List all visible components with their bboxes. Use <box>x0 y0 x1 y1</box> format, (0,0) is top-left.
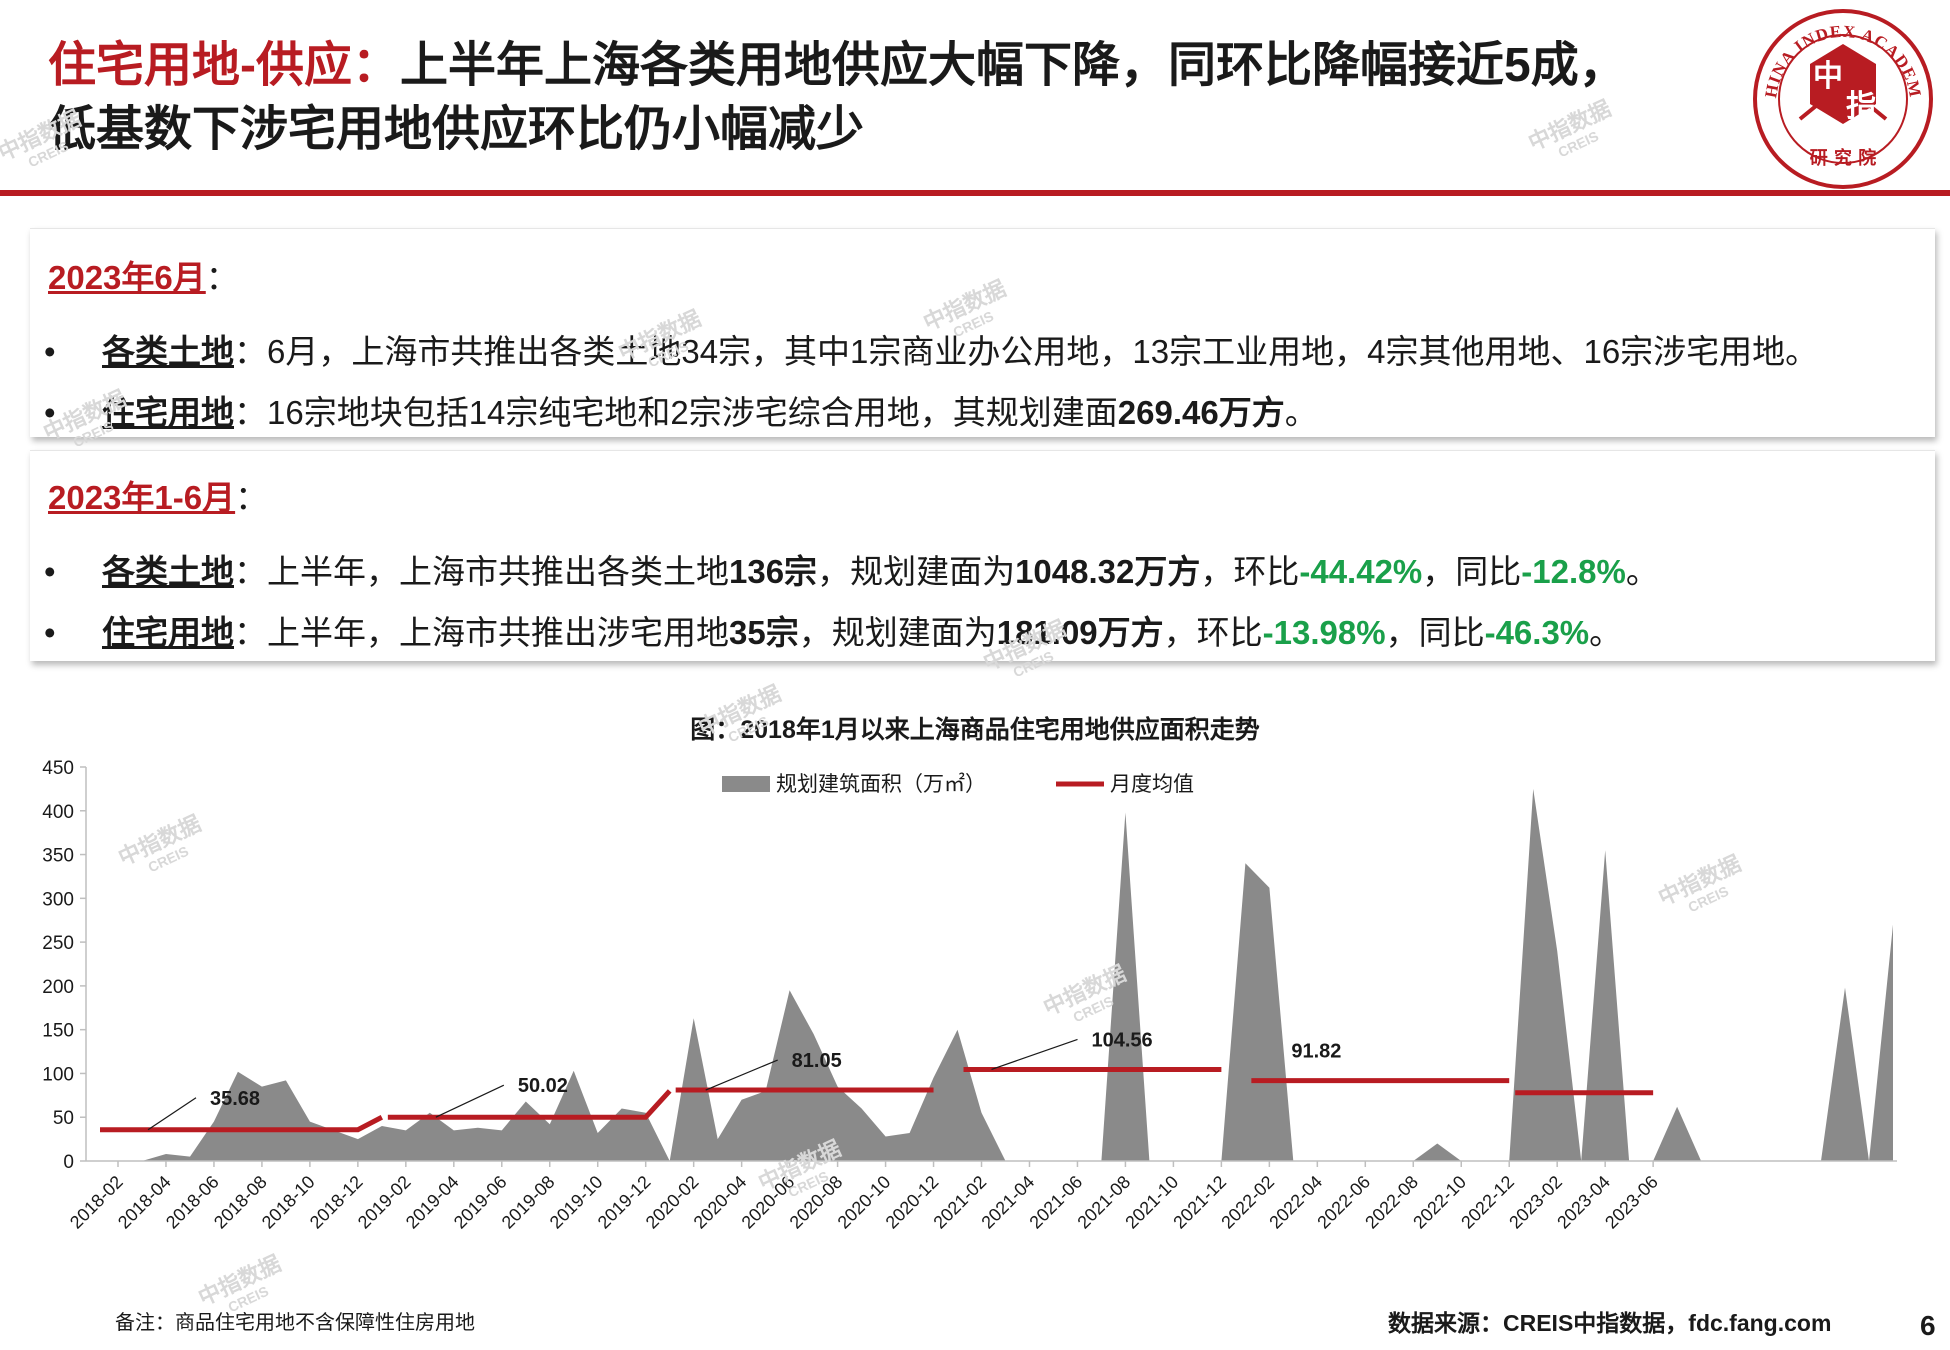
footnote: 备注：商品住宅用地不含保障性住房用地 <box>115 1312 475 1334</box>
data-source: 数据来源：CREIS中指数据，fdc.fang.com <box>1388 1310 1832 1336</box>
bullet-dot: • <box>44 553 56 590</box>
y-tick-label: 300 <box>42 889 74 910</box>
mean-line-segment <box>100 1115 384 1133</box>
y-tick-label: 0 <box>63 1152 74 1173</box>
mom-change: -44.42% <box>1299 553 1423 590</box>
logo-char-zhi: 指 <box>1846 89 1876 124</box>
panel-h1-2023: 2023年1-6月： • 各类土地：上半年，上海市共推出各类土地136宗，规划建面… <box>30 450 1935 661</box>
bullet-bold: 136宗 <box>729 553 818 590</box>
bullet-text: ：上半年，上海市共推出各类土地 <box>234 553 729 590</box>
chart-title: 图：2018年1月以来上海商品住宅用地供应面积走势 <box>690 716 1260 744</box>
bullet-label: 住宅用地 <box>102 394 234 431</box>
watermark: 中指数据 CREIS <box>0 106 92 181</box>
bullet-text: ：上半年，上海市共推出涉宅用地 <box>234 614 729 651</box>
bullet-h1-residential: • 住宅用地：上半年，上海市共推出涉宅用地35宗，规划建面为181.09万方，环比… <box>44 606 1622 654</box>
logo-bottom-text: 研 究 院 <box>1810 147 1877 169</box>
mean-value-label: 104.56 <box>1092 1029 1153 1051</box>
bullet-label: 各类土地 <box>102 553 234 590</box>
bullet-june-all-land: • 各类土地：6月，上海市共推出各类土地34宗，其中1宗商业办公用地，13宗工业用… <box>44 325 1818 373</box>
panel-june-heading: 2023年6月： <box>48 251 239 299</box>
mean-value-label: 35.68 <box>210 1088 260 1110</box>
mean-label-leader <box>147 1097 197 1131</box>
china-index-academy-logo: CHINA INDEX ACADEMY 中 指 研 究 院 <box>1748 4 1933 189</box>
logo-char-zhong: 中 <box>1813 59 1843 94</box>
title-line2: 低基数下涉宅用地供应环比仍小幅减少 <box>48 103 865 156</box>
bullet-text: 。 <box>1625 553 1659 590</box>
x-tick-label: 2023-06 <box>1601 1172 1662 1233</box>
bullet-label: 住宅用地 <box>102 614 234 651</box>
mean-value-label: 50.02 <box>518 1075 568 1097</box>
panel-june-heading-colon: ： <box>205 259 239 296</box>
bullet-text: 。 <box>1589 614 1623 651</box>
bullet-text: ：16宗地块包括14宗纯宅地和2宗涉宅综合用地，其规划建面 <box>234 394 1118 431</box>
bullet-bold: 1048.32万方 <box>1015 553 1201 590</box>
mean-label-leader <box>705 1059 778 1091</box>
y-tick-label: 250 <box>42 933 74 954</box>
y-tick-label: 450 <box>42 758 74 779</box>
bullet-text: ，同比 <box>1422 553 1522 590</box>
panel-june-2023: 2023年6月： • 各类土地：6月，上海市共推出各类土地34宗，其中1宗商业办公… <box>30 228 1935 437</box>
bullet-dot: • <box>44 333 56 370</box>
panel-h1-heading-text: 2023年1-6月 <box>48 479 236 516</box>
y-tick-label: 400 <box>42 802 74 823</box>
bullet-june-residential: • 住宅用地：16宗地块包括14宗纯宅地和2宗涉宅综合用地，其规划建面269.46… <box>44 386 1318 434</box>
y-tick-label: 150 <box>42 1021 74 1042</box>
y-tick-label: 50 <box>53 1108 74 1129</box>
mean-label-leader <box>991 1038 1078 1071</box>
bullet-tail: 。 <box>1284 394 1318 431</box>
bullet-text: ，规划建面为 <box>817 553 1016 590</box>
title-rest: 上半年上海各类用地供应大幅下降，同环比降幅接近5成， <box>400 39 1627 92</box>
panel-h1-heading: 2023年1-6月： <box>48 471 268 519</box>
bullet-bold: 181.09万方 <box>996 614 1164 651</box>
bullet-text: ，规划建面为 <box>798 614 997 651</box>
area-series-fill <box>118 788 1893 1161</box>
title-highlight: 住宅用地-供应： <box>48 39 400 92</box>
header-divider <box>0 190 1950 196</box>
page-title: 住宅用地-供应：上半年上海各类用地供应大幅下降，同环比降幅接近5成， 低基数下涉… <box>48 34 1688 162</box>
legend-area-label: 规划建筑面积（万㎡） <box>776 772 986 796</box>
mean-line-segment <box>387 1089 672 1120</box>
yoy-change: -12.8% <box>1521 553 1626 590</box>
bullet-dot: • <box>44 614 56 651</box>
mean-value-label: 81.05 <box>792 1050 842 1072</box>
y-tick-label: 350 <box>42 846 74 867</box>
panel-june-heading-text: 2023年6月 <box>48 259 206 296</box>
mom-change: -13.98% <box>1262 614 1386 651</box>
y-tick-label: 200 <box>42 977 74 998</box>
supply-area-chart: 0501001502002503003504004502018-022018-0… <box>42 758 1897 1233</box>
bullet-label: 各类土地 <box>102 333 234 370</box>
yoy-change: -46.3% <box>1484 614 1590 651</box>
bullet-dot: • <box>44 394 56 431</box>
bullet-text: ，环比 <box>1200 553 1300 590</box>
bullet-text: ：6月，上海市共推出各类土地34宗，其中1宗商业办公用地，13宗工业用地，4宗其… <box>234 333 1819 370</box>
mean-value-label: 91.82 <box>1291 1041 1341 1063</box>
legend-area-swatch <box>722 776 770 792</box>
legend-line-label: 月度均值 <box>1110 773 1194 796</box>
page-number: 6 <box>1920 1310 1936 1341</box>
panel-h1-heading-colon: ： <box>235 479 269 516</box>
bullet-bold: 35宗 <box>729 614 799 651</box>
bullet-text: ，环比 <box>1163 614 1263 651</box>
mean-label-leader <box>435 1084 505 1118</box>
bullet-h1-all-land: • 各类土地：上半年，上海市共推出各类土地136宗，规划建面为1048.32万方，… <box>44 545 1659 593</box>
bullet-bold: 269.46万方 <box>1117 394 1285 431</box>
bullet-text: ，同比 <box>1385 614 1485 651</box>
y-tick-label: 100 <box>42 1064 74 1085</box>
